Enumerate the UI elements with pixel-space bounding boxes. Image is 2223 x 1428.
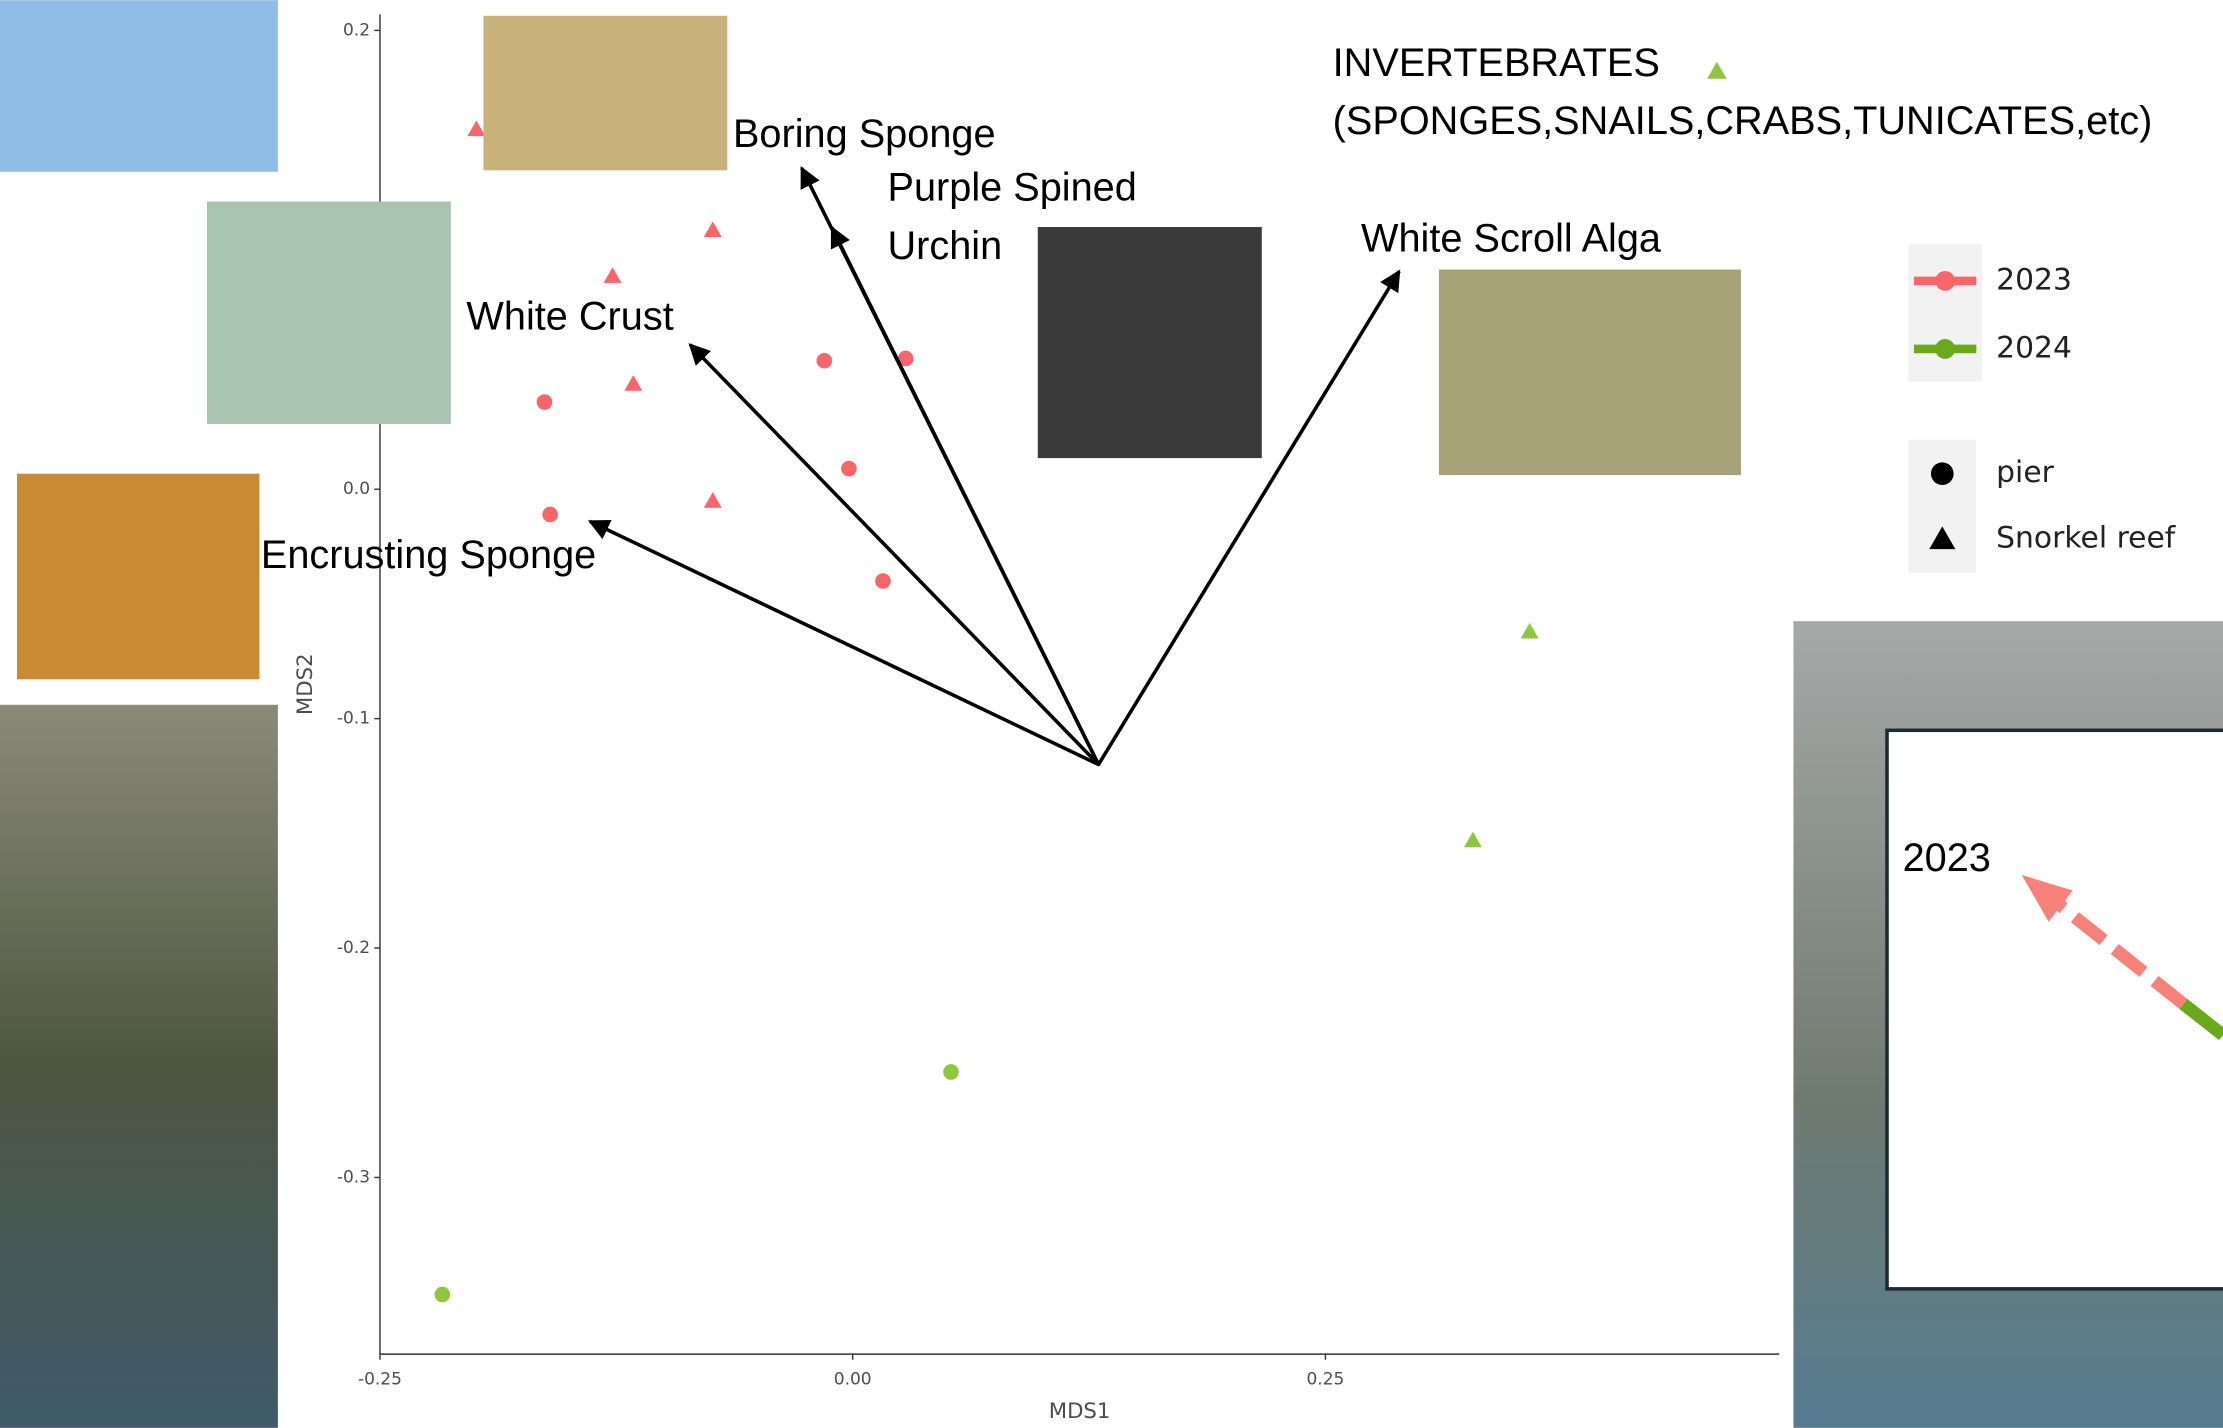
legend-label: 2023 xyxy=(1996,262,2072,297)
legend-key xyxy=(1935,270,1956,291)
legend-key xyxy=(1935,339,1956,359)
inset-arrowhead xyxy=(2021,874,2073,922)
underwater-photo xyxy=(0,704,278,1428)
arrow-label: Urchin xyxy=(887,224,1002,268)
legend-label: pier xyxy=(1996,455,2054,490)
arrow-label: Purple Spined xyxy=(887,166,1136,210)
point xyxy=(434,1286,451,1303)
inset-box xyxy=(1885,728,2223,1291)
point xyxy=(943,1064,959,1080)
inset-segment xyxy=(2179,998,2223,1041)
point xyxy=(703,221,722,238)
plot-area: -0.25 0.00 0.25 0.2 0.0 -0.1 -0.2 -0.3 MDS1 MDS2 xyxy=(293,14,1780,1424)
legend-label: 2024 xyxy=(1996,330,2072,365)
encrusting-sponge-photo xyxy=(17,473,260,680)
point xyxy=(603,267,622,283)
arrow xyxy=(1096,269,1401,766)
arrow xyxy=(830,225,1101,766)
inset-arrow xyxy=(2051,896,2188,1009)
arrow xyxy=(587,519,1100,767)
point xyxy=(624,375,643,391)
y-tick-label: -0.3 xyxy=(337,1167,370,1187)
arrow xyxy=(688,343,1100,766)
point xyxy=(1463,831,1482,848)
x-tick-label: 0.00 xyxy=(834,1370,872,1390)
point xyxy=(841,460,857,477)
arrow-label: White Crust xyxy=(466,295,673,339)
arrow-label: White Scroll Alga xyxy=(1361,217,1662,261)
point xyxy=(542,506,558,523)
legend-label: Snorkel reef xyxy=(1996,520,2177,555)
arrow-label: Encrusting Sponge xyxy=(261,533,596,577)
x-axis-label: MDS1 xyxy=(1049,1399,1111,1424)
legend-key-bg xyxy=(1908,439,1977,573)
y-axis-label: MDS2 xyxy=(293,653,318,715)
group-note: (SPONGES,SNAILS,CRABS,TUNICATES,etc) xyxy=(1333,99,2153,143)
point xyxy=(1520,622,1539,639)
point xyxy=(1707,61,1727,79)
annotations: Encrusting Sponge White Crust Boring Spong… xyxy=(261,41,2177,767)
y-tick-label: 0.0 xyxy=(343,479,370,499)
point xyxy=(875,573,891,589)
group-note: INVERTEBRATES xyxy=(1333,41,1660,85)
y-tick-label: 0.2 xyxy=(343,20,370,40)
y-tick-label: -0.2 xyxy=(337,938,370,958)
urchin-photo xyxy=(1037,227,1262,459)
point xyxy=(1930,462,1954,486)
point xyxy=(536,394,553,410)
point xyxy=(467,120,486,137)
sky-photo xyxy=(0,0,278,172)
inset-label: 2023 xyxy=(1903,836,1991,880)
point xyxy=(703,492,722,508)
point xyxy=(897,350,914,367)
x-tick-label: -0.25 xyxy=(358,1370,402,1390)
arrow-label: Boring Sponge xyxy=(733,112,996,156)
white-crust-photo xyxy=(206,201,451,425)
boring-sponge-photo xyxy=(483,15,728,171)
point xyxy=(1929,526,1956,550)
arrow-origin xyxy=(1096,762,1101,767)
legend-key-bg xyxy=(1908,244,1982,382)
scroll-alga-photo xyxy=(1438,269,1741,476)
point xyxy=(816,352,833,369)
y-tick-label: -0.1 xyxy=(337,709,370,729)
x-tick-label: 0.25 xyxy=(1306,1370,1344,1390)
